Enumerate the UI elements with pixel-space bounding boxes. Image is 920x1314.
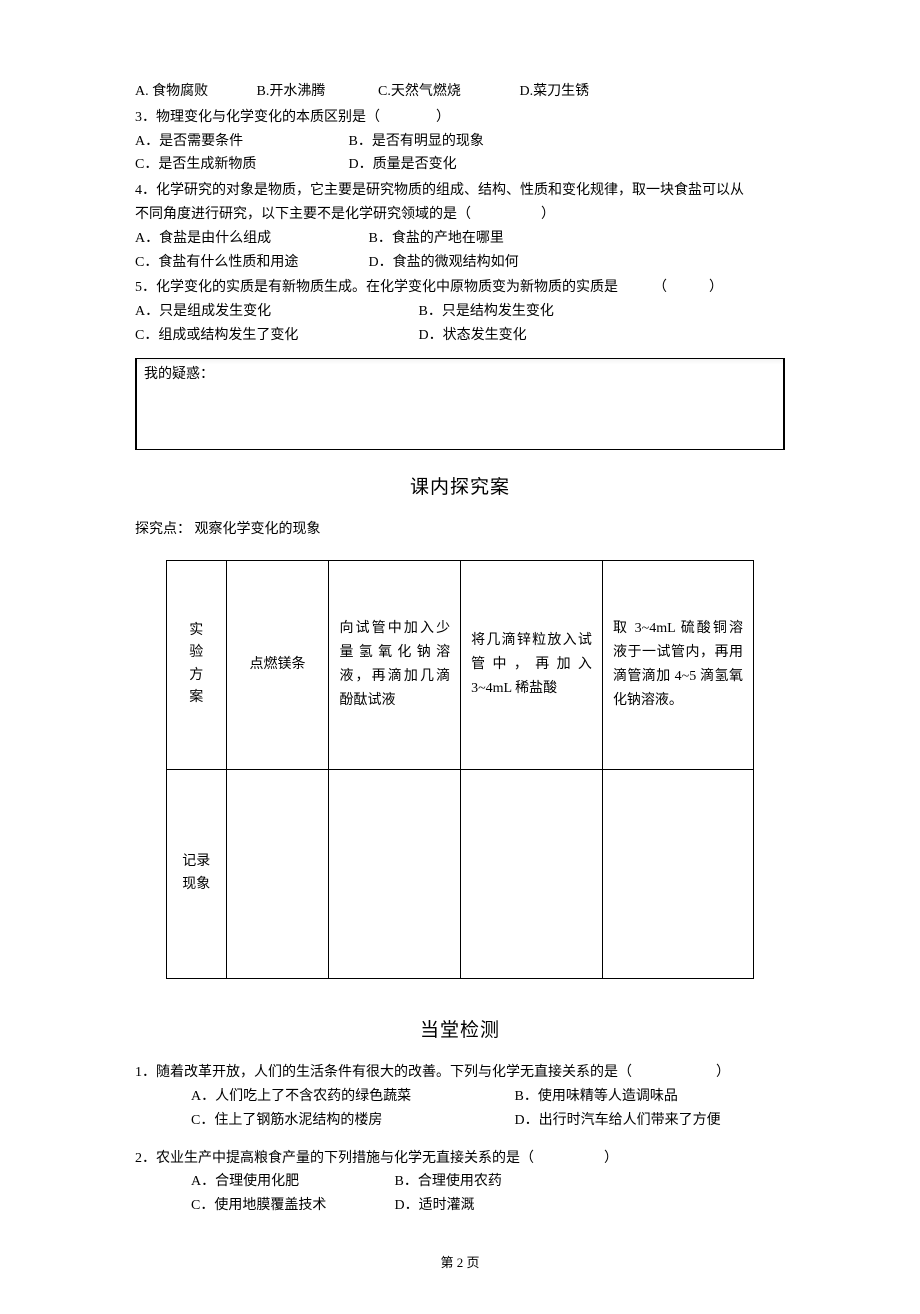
row-head-record: 记录现象 (167, 769, 227, 978)
t2-stem: 2．农业生产中提高粮食产量的下列措施与化学无直接关系的是（ ） (135, 1147, 785, 1171)
q5-option-a: A．只是组成发生变化 (135, 300, 415, 324)
q2-option-a: A. 食物腐败 (135, 80, 253, 104)
doubt-label: 我的疑惑： (144, 367, 214, 382)
q5-option-b: B．只是结构发生变化 (419, 300, 554, 324)
record-cell-1 (226, 769, 329, 978)
q5-option-d: D．状态发生变化 (419, 324, 527, 348)
t2-row1: A．合理使用化肥 B．合理使用农药 (191, 1170, 785, 1194)
t1-row2: C．住上了钢筋水泥结构的楼房 D．出行时汽车给人们带来了方便 (191, 1109, 785, 1133)
t2-row2: C．使用地膜覆盖技术 D．适时灌溉 (191, 1194, 785, 1218)
explore-point: 探究点： 观察化学变化的现象 (135, 518, 785, 542)
doubt-box: 我的疑惑： (135, 358, 785, 450)
plan-cell-3: 将几滴锌粒放入试管中，再加入 3~4mL 稀盐酸 (461, 560, 603, 769)
plan-cell-1: 点燃镁条 (226, 560, 329, 769)
record-cell-4 (602, 769, 753, 978)
explore-table: 实验方案 点燃镁条 向试管中加入少量氢氧化钠溶液，再滴加几滴酚酞试液 将几滴锌粒… (166, 560, 754, 979)
q5-stem: 5．化学变化的实质是有新物质生成。在化学变化中原物质变为新物质的实质是 （ ） (135, 276, 785, 300)
row-head-plan: 实验方案 (167, 560, 227, 769)
t1-option-c: C．住上了钢筋水泥结构的楼房 (191, 1109, 511, 1133)
t2-option-b: B．合理使用农药 (395, 1170, 502, 1194)
t2-option-a: A．合理使用化肥 (191, 1170, 391, 1194)
table-row: 记录现象 (167, 769, 754, 978)
record-cell-2 (329, 769, 461, 978)
plan-cell-2: 向试管中加入少量氢氧化钠溶液，再滴加几滴酚酞试液 (329, 560, 461, 769)
q4-option-a: A．食盐是由什么组成 (135, 227, 365, 251)
q3-row1: A．是否需要条件 B．是否有明显的现象 (135, 130, 785, 154)
q3-option-a: A．是否需要条件 (135, 130, 345, 154)
t2-option-d: D．适时灌溉 (395, 1194, 475, 1218)
q4-option-b: B．食盐的产地在哪里 (369, 227, 504, 251)
row-head-record-text: 记录现象 (181, 851, 212, 896)
q5-row2: C．组成或结构发生了变化 D．状态发生变化 (135, 324, 785, 348)
q2-option-b: B.开水沸腾 (257, 80, 375, 104)
q4-option-c: C．食盐有什么性质和用途 (135, 251, 365, 275)
table-row: 实验方案 点燃镁条 向试管中加入少量氢氧化钠溶液，再滴加几滴酚酞试液 将几滴锌粒… (167, 560, 754, 769)
test-question-1: 1．随着改革开放，人们的生活条件有很大的改善。下列与化学无直接关系的是（ ） A… (135, 1061, 785, 1132)
q3-option-c: C．是否生成新物质 (135, 153, 345, 177)
t1-stem: 1．随着改革开放，人们的生活条件有很大的改善。下列与化学无直接关系的是（ ） (135, 1061, 785, 1085)
t1-option-a: A．人们吃上了不含农药的绿色蔬菜 (191, 1085, 511, 1109)
plan-cell-4: 取 3~4mL 硫酸铜溶液于一试管内，再用滴管滴加 4~5 滴氢氧化钠溶液。 (602, 560, 753, 769)
q2-option-c: C.天然气燃烧 (378, 80, 516, 104)
section-explore-title: 课内探究案 (135, 472, 785, 504)
q3-option-d: D．质量是否变化 (349, 153, 457, 177)
q5-row1: A．只是组成发生变化 B．只是结构发生变化 (135, 300, 785, 324)
question-4: 4．化学研究的对象是物质，它主要是研究物质的组成、结构、性质和变化规律，取一块食… (135, 179, 785, 274)
q4-option-d: D．食盐的微观结构如何 (369, 251, 519, 275)
test-question-2: 2．农业生产中提高粮食产量的下列措施与化学无直接关系的是（ ） A．合理使用化肥… (135, 1147, 785, 1218)
q3-row2: C．是否生成新物质 D．质量是否变化 (135, 153, 785, 177)
row-head-plan-text: 实验方案 (181, 620, 212, 710)
page-footer: 第 2 页 (135, 1252, 785, 1274)
q3-option-b: B．是否有明显的现象 (349, 130, 484, 154)
t2-option-c: C．使用地膜覆盖技术 (191, 1194, 391, 1218)
question-2-options: A. 食物腐败 B.开水沸腾 C.天然气燃烧 D.菜刀生锈 (135, 80, 785, 104)
question-5: 5．化学变化的实质是有新物质生成。在化学变化中原物质变为新物质的实质是 （ ） … (135, 276, 785, 347)
q4-row2: C．食盐有什么性质和用途 D．食盐的微观结构如何 (135, 251, 785, 275)
q4-row1: A．食盐是由什么组成 B．食盐的产地在哪里 (135, 227, 785, 251)
q2-option-d: D.菜刀生锈 (520, 80, 590, 104)
t1-option-b: B．使用味精等人造调味品 (515, 1085, 678, 1109)
t1-row1: A．人们吃上了不含农药的绿色蔬菜 B．使用味精等人造调味品 (191, 1085, 785, 1109)
question-3: 3．物理变化与化学变化的本质区别是（ ） A．是否需要条件 B．是否有明显的现象… (135, 106, 785, 177)
q3-stem: 3．物理变化与化学变化的本质区别是（ ） (135, 106, 785, 130)
page-content: A. 食物腐败 B.开水沸腾 C.天然气燃烧 D.菜刀生锈 3．物理变化与化学变… (0, 0, 920, 1314)
t1-option-d: D．出行时汽车给人们带来了方便 (515, 1109, 721, 1133)
q2-option-row: A. 食物腐败 B.开水沸腾 C.天然气燃烧 D.菜刀生锈 (135, 80, 785, 104)
record-cell-3 (461, 769, 603, 978)
q4-stem-line2: 不同角度进行研究，以下主要不是化学研究领域的是（ ） (135, 203, 785, 227)
q5-option-c: C．组成或结构发生了变化 (135, 324, 415, 348)
section-test-title: 当堂检测 (135, 1015, 785, 1047)
q4-stem-line1: 4．化学研究的对象是物质，它主要是研究物质的组成、结构、性质和变化规律，取一块食… (135, 179, 785, 203)
